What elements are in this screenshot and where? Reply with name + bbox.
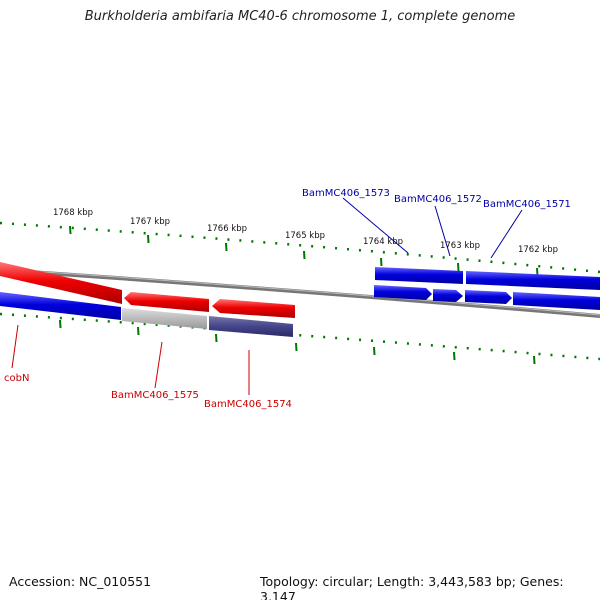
gene-bammc406-1571-block[interactable] [513,292,600,310]
gene-label-bammc406-1573[interactable]: BamMC406_1573 [302,188,390,199]
gene-label-bammc406-1571[interactable]: BamMC406_1571 [483,199,571,210]
topology-text: Topology: circular; Length: 3,443,583 bp… [260,574,564,600]
genome-title: Burkholderia ambifaria MC40-6 chromosome… [84,9,516,24]
gene-label-bammc406-1575[interactable]: BamMC406_1575 [111,390,199,401]
major-ticks [59,225,539,365]
major-tick-mark [373,346,376,356]
major-tick-mark [69,225,72,235]
gene-labels: BamMC406_1573 BamMC406_1572 BamMC406_1571c… [4,188,571,410]
gene-bammc406-1574-reverse[interactable] [212,299,295,318]
tick-label: 1767 kbp [130,217,170,227]
major-tick-mark [215,333,218,343]
tick-track-lower [0,312,600,361]
major-tick-mark [137,326,140,336]
major-tick-mark [453,351,456,361]
tick-track-upper [0,221,600,274]
gene-bammc406-1573-block[interactable] [375,267,463,284]
accession-text: Accession: NC_010551 [9,574,152,589]
tick-label: 1768 kbp [53,208,93,218]
tick-labels: 1768 kbp 1767 kbp 1766 kbp 1765 kbp 1764 kbp… [53,208,558,255]
gene-bammc406-1572-block[interactable] [466,271,600,290]
forward-genes [374,267,600,310]
tick-label: 1765 kbp [285,231,325,241]
major-tick-mark [147,234,150,244]
gene-bammc406-1571-arrow[interactable] [465,290,512,304]
major-tick-mark [380,257,383,267]
gene-bammc406-1572-arrow[interactable] [433,289,463,302]
gene-bammc406-1573-arrow[interactable] [374,285,432,300]
tick-label: 1764 kbp [363,237,403,247]
gene-bammc406-1575-reverse[interactable] [124,292,209,312]
gene-cobN-forward-block[interactable] [0,292,121,320]
tick-label: 1763 kbp [440,241,480,251]
reverse-genes [0,262,295,318]
backbone-highlight [0,268,600,316]
leader-lines [11,197,523,395]
gene-bammc406-1575-pseudo[interactable] [122,308,207,329]
tick-label: 1766 kbp [207,224,247,234]
gene-cobN-reverse[interactable] [0,262,122,304]
major-tick-mark [59,319,62,329]
gene-label-bammc406-1572[interactable]: BamMC406_1572 [394,194,482,205]
tick-label: 1762 kbp [518,245,558,255]
major-tick-mark [225,242,228,252]
major-tick-mark [303,250,306,260]
gene-label-bammc406-1574[interactable]: BamMC406_1574 [204,399,292,410]
major-tick-mark [295,342,298,352]
major-tick-mark [457,262,460,272]
backbone-line [0,268,600,318]
gene-label-cobn[interactable]: cobN [4,373,29,384]
major-tick-mark [533,355,536,365]
lower-features [0,292,293,337]
gene-bammc406-1574-rna[interactable] [209,316,293,337]
